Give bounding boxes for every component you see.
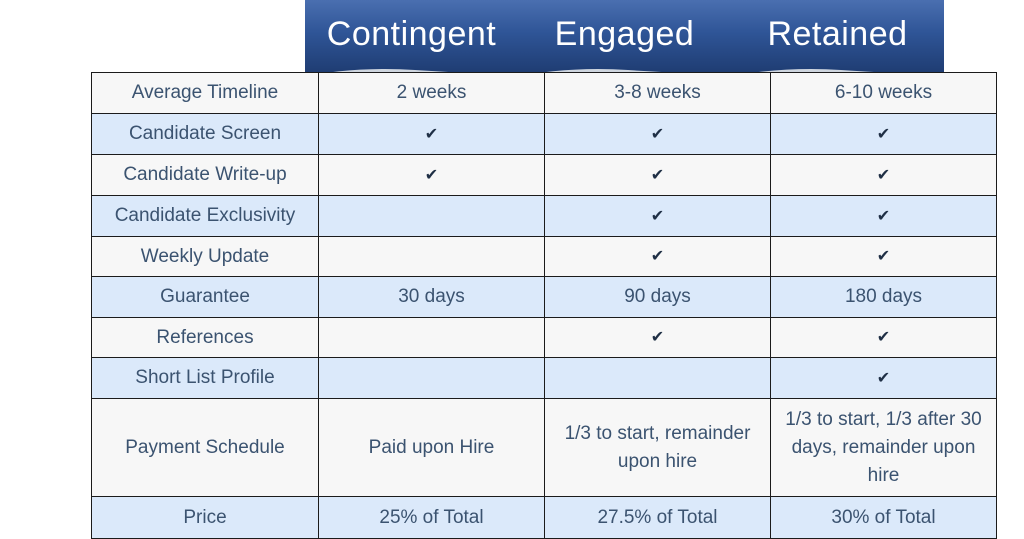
column-header-engaged: Engaged: [508, 0, 748, 82]
check-mark-icon: ✔: [650, 329, 665, 346]
row-label: Short List Profile: [91, 357, 319, 399]
check-mark-icon: ✔: [650, 207, 665, 225]
table-cell: ✔: [544, 236, 771, 277]
table-cell: ✔: [544, 154, 771, 196]
table-cell: 25% of Total: [318, 496, 545, 539]
table-cell: 90 days: [544, 276, 771, 318]
table-cell: [318, 317, 545, 358]
row-label: Candidate Write-up: [91, 154, 319, 196]
column-header-retained: Retained: [721, 0, 961, 82]
check-mark-icon: ✔: [876, 369, 891, 387]
check-mark-icon: ✔: [876, 166, 891, 184]
table-cell: ✔: [770, 154, 997, 196]
table-row: Weekly Update ✔ ✔: [91, 236, 997, 277]
check-mark-icon: ✔: [424, 125, 439, 143]
table-cell: 30% of Total: [770, 496, 997, 539]
row-label: Candidate Exclusivity: [91, 195, 319, 237]
table-cell: ✔: [544, 195, 771, 237]
check-mark-icon: ✔: [424, 166, 439, 184]
check-mark-icon: ✔: [650, 166, 665, 184]
comparison-table: Average Timeline 2 weeks 3-8 weeks 6-10 wee…: [91, 72, 997, 539]
row-label: References: [91, 317, 319, 358]
table-cell: [318, 195, 545, 237]
column-header-label: Engaged: [554, 14, 695, 53]
table-cell: ✔: [770, 195, 997, 237]
table-cell: ✔: [770, 113, 997, 155]
table-cell: [318, 236, 545, 277]
row-label: Payment Schedule: [91, 398, 319, 497]
table-row: References ✔ ✔: [91, 317, 997, 358]
table-row: Price 25% of Total 27.5% of Total 30% of To…: [91, 496, 997, 539]
table-cell: ✔: [770, 357, 997, 399]
check-mark-icon: ✔: [650, 248, 665, 265]
check-mark-icon: ✔: [876, 207, 891, 225]
row-label: Average Timeline: [91, 72, 319, 114]
table-cell: [544, 357, 771, 399]
table-row: Short List Profile ✔: [91, 357, 997, 399]
row-label: Candidate Screen: [91, 113, 319, 155]
row-label: Weekly Update: [91, 236, 319, 277]
table-row: Guarantee 30 days 90 days 180 days: [91, 276, 997, 318]
table-cell: ✔: [770, 317, 997, 358]
table-row: Candidate Write-up ✔ ✔ ✔: [91, 154, 997, 196]
table-cell: ✔: [770, 236, 997, 277]
table-cell: ✔: [544, 113, 771, 155]
table-row: Candidate Exclusivity ✔ ✔: [91, 195, 997, 237]
column-header-label: Contingent: [326, 14, 497, 53]
table-cell: ✔: [318, 154, 545, 196]
check-mark-icon: ✔: [876, 248, 891, 265]
table-cell: 27.5% of Total: [544, 496, 771, 539]
table-row: Candidate Screen ✔ ✔ ✔: [91, 113, 997, 155]
row-label: Price: [91, 496, 319, 539]
table-row: Payment Schedule Paid upon Hire 1/3 to sta…: [91, 398, 997, 497]
table-cell: 1/3 to start, 1/3 after 30 days, remaind…: [770, 398, 997, 497]
column-header-contingent: Contingent: [295, 0, 535, 82]
table-cell: 6-10 weeks: [770, 72, 997, 114]
comparison-table-body: Average Timeline 2 weeks 3-8 weeks 6-10 wee…: [91, 72, 997, 539]
table-cell: ✔: [318, 113, 545, 155]
row-label: Guarantee: [91, 276, 319, 318]
table-cell: [318, 357, 545, 399]
check-mark-icon: ✔: [876, 329, 891, 346]
table-cell: 2 weeks: [318, 72, 545, 114]
table-cell: ✔: [544, 317, 771, 358]
check-mark-icon: ✔: [876, 125, 891, 143]
check-mark-icon: ✔: [650, 125, 665, 143]
table-cell: Paid upon Hire: [318, 398, 545, 497]
table-cell: 3-8 weeks: [544, 72, 771, 114]
table-row: Average Timeline 2 weeks 3-8 weeks 6-10 wee…: [91, 72, 997, 114]
table-cell: 1/3 to start, remainder upon hire: [544, 398, 771, 497]
column-header-label: Retained: [767, 14, 908, 53]
table-cell: 180 days: [770, 276, 997, 318]
table-cell: 30 days: [318, 276, 545, 318]
